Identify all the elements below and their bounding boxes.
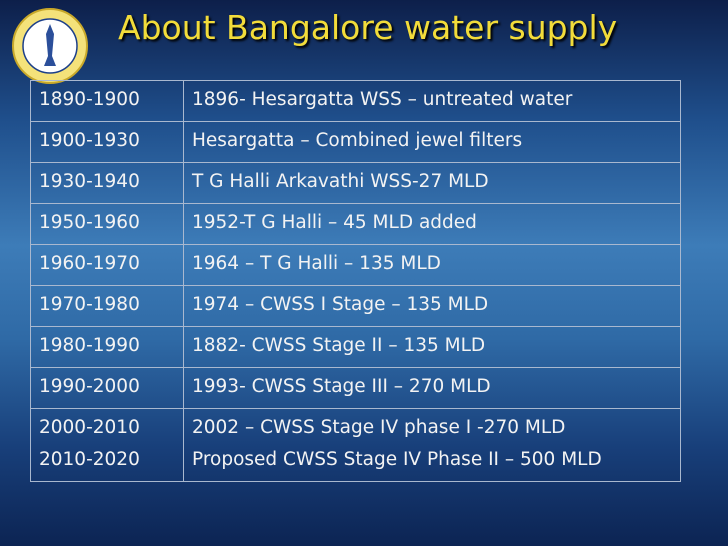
table-row: 1990-2000 1993- CWSS Stage III – 270 MLD	[30, 367, 681, 409]
event: Hesargatta – Combined jewel filters	[192, 130, 523, 151]
event-cell: T G Halli Arkavathi WSS-27 MLD	[183, 162, 681, 204]
event: Proposed CWSS Stage IV Phase II – 500 ML…	[192, 449, 602, 470]
period: 1980-1990	[39, 335, 140, 356]
table-row: 1900-1930 Hesargatta – Combined jewel fil…	[30, 121, 681, 163]
period: 1970-1980	[39, 294, 140, 315]
table-row: 1930-1940 T G Halli Arkavathi WSS-27 MLD	[30, 162, 681, 204]
period-cell: 2000-2010 2010-2020	[30, 408, 184, 482]
event: 1974 – CWSS I Stage – 135 MLD	[192, 294, 489, 315]
event: T G Halli Arkavathi WSS-27 MLD	[192, 171, 489, 192]
table-row: 1980-1990 1882- CWSS Stage II – 135 MLD	[30, 326, 681, 368]
event-cell: 1964 – T G Halli – 135 MLD	[183, 244, 681, 286]
event-cell: 1896- Hesargatta WSS – untreated water	[183, 80, 681, 122]
period: 1960-1970	[39, 253, 140, 274]
period-cell: 1960-1970	[30, 244, 184, 286]
table-row: 1950-1960 1952-T G Halli – 45 MLD added	[30, 203, 681, 245]
period-cell: 1930-1940	[30, 162, 184, 204]
event-cell: Hesargatta – Combined jewel filters	[183, 121, 681, 163]
event: 2002 – CWSS Stage IV phase I -270 MLD	[192, 417, 566, 438]
period: 1950-1960	[39, 212, 140, 233]
event: 1993- CWSS Stage III – 270 MLD	[192, 376, 491, 397]
logo	[12, 8, 88, 84]
period: 1930-1940	[39, 171, 140, 192]
period-cell: 1970-1980	[30, 285, 184, 327]
period-cell: 1950-1960	[30, 203, 184, 245]
table-row: 1970-1980 1974 – CWSS I Stage – 135 MLD	[30, 285, 681, 327]
period-cell: 1900-1930	[30, 121, 184, 163]
table-row: 1890-1900 1896- Hesargatta WSS – untreate…	[30, 80, 681, 122]
slide-title: About Bangalore water supply	[118, 8, 618, 47]
period: 1990-2000	[39, 376, 140, 397]
table-row: 1960-1970 1964 – T G Halli – 135 MLD	[30, 244, 681, 286]
event-cell: 1952-T G Halli – 45 MLD added	[183, 203, 681, 245]
event: 1964 – T G Halli – 135 MLD	[192, 253, 441, 274]
event-cell: 1993- CWSS Stage III – 270 MLD	[183, 367, 681, 409]
period: 2010-2020	[39, 449, 140, 470]
period-cell: 1890-1900	[30, 80, 184, 122]
event-cell: 1882- CWSS Stage II – 135 MLD	[183, 326, 681, 368]
event-cell: 1974 – CWSS I Stage – 135 MLD	[183, 285, 681, 327]
event: 1952-T G Halli – 45 MLD added	[192, 212, 477, 233]
event: 1882- CWSS Stage II – 135 MLD	[192, 335, 486, 356]
period: 1900-1930	[39, 130, 140, 151]
period: 2000-2010	[39, 417, 140, 438]
period: 1890-1900	[39, 89, 140, 110]
table-row: 2000-2010 2010-2020 2002 – CWSS Stage IV p…	[30, 408, 681, 482]
event: 1896- Hesargatta WSS – untreated water	[192, 89, 573, 110]
period-cell: 1990-2000	[30, 367, 184, 409]
period-cell: 1980-1990	[30, 326, 184, 368]
timeline-table: 1890-1900 1896- Hesargatta WSS – untreate…	[30, 80, 681, 482]
event-cell: 2002 – CWSS Stage IV phase I -270 MLD Pro…	[183, 408, 681, 482]
